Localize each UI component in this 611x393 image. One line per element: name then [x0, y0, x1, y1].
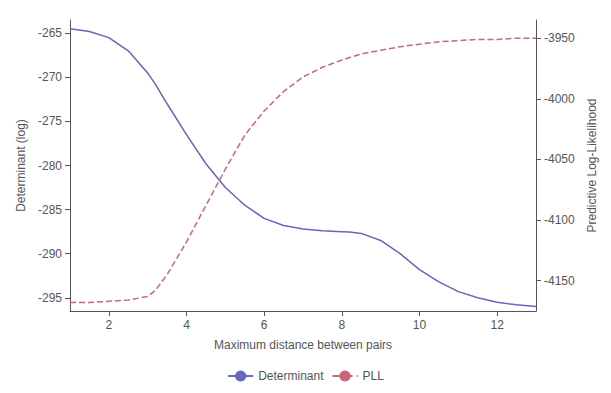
svg-text:-275: -275 [38, 114, 62, 128]
svg-text:-280: -280 [38, 159, 62, 173]
svg-text:Maximum distance between pairs: Maximum distance between pairs [214, 338, 392, 352]
svg-text:10: 10 [413, 318, 427, 332]
svg-text:8: 8 [338, 318, 345, 332]
svg-text:PLL: PLL [363, 369, 385, 383]
svg-text:-285: -285 [38, 203, 62, 217]
svg-text:-270: -270 [38, 70, 62, 84]
svg-text:Determinant (log): Determinant (log) [14, 119, 28, 212]
svg-text:-4000: -4000 [544, 92, 575, 106]
svg-text:-4100: -4100 [544, 213, 575, 227]
svg-text:-3950: -3950 [544, 31, 575, 45]
svg-text:4: 4 [183, 318, 190, 332]
svg-text:-4150: -4150 [544, 274, 575, 288]
svg-text:-295: -295 [38, 291, 62, 305]
svg-text:Predictive Log-Likelihood: Predictive Log-Likelihood [585, 98, 599, 232]
svg-text:12: 12 [490, 318, 504, 332]
svg-text:2: 2 [105, 318, 112, 332]
svg-text:-4050: -4050 [544, 152, 575, 166]
svg-text:-290: -290 [38, 247, 62, 261]
svg-text:-265: -265 [38, 26, 62, 40]
svg-text:Determinant: Determinant [258, 369, 324, 383]
svg-text:6: 6 [261, 318, 268, 332]
